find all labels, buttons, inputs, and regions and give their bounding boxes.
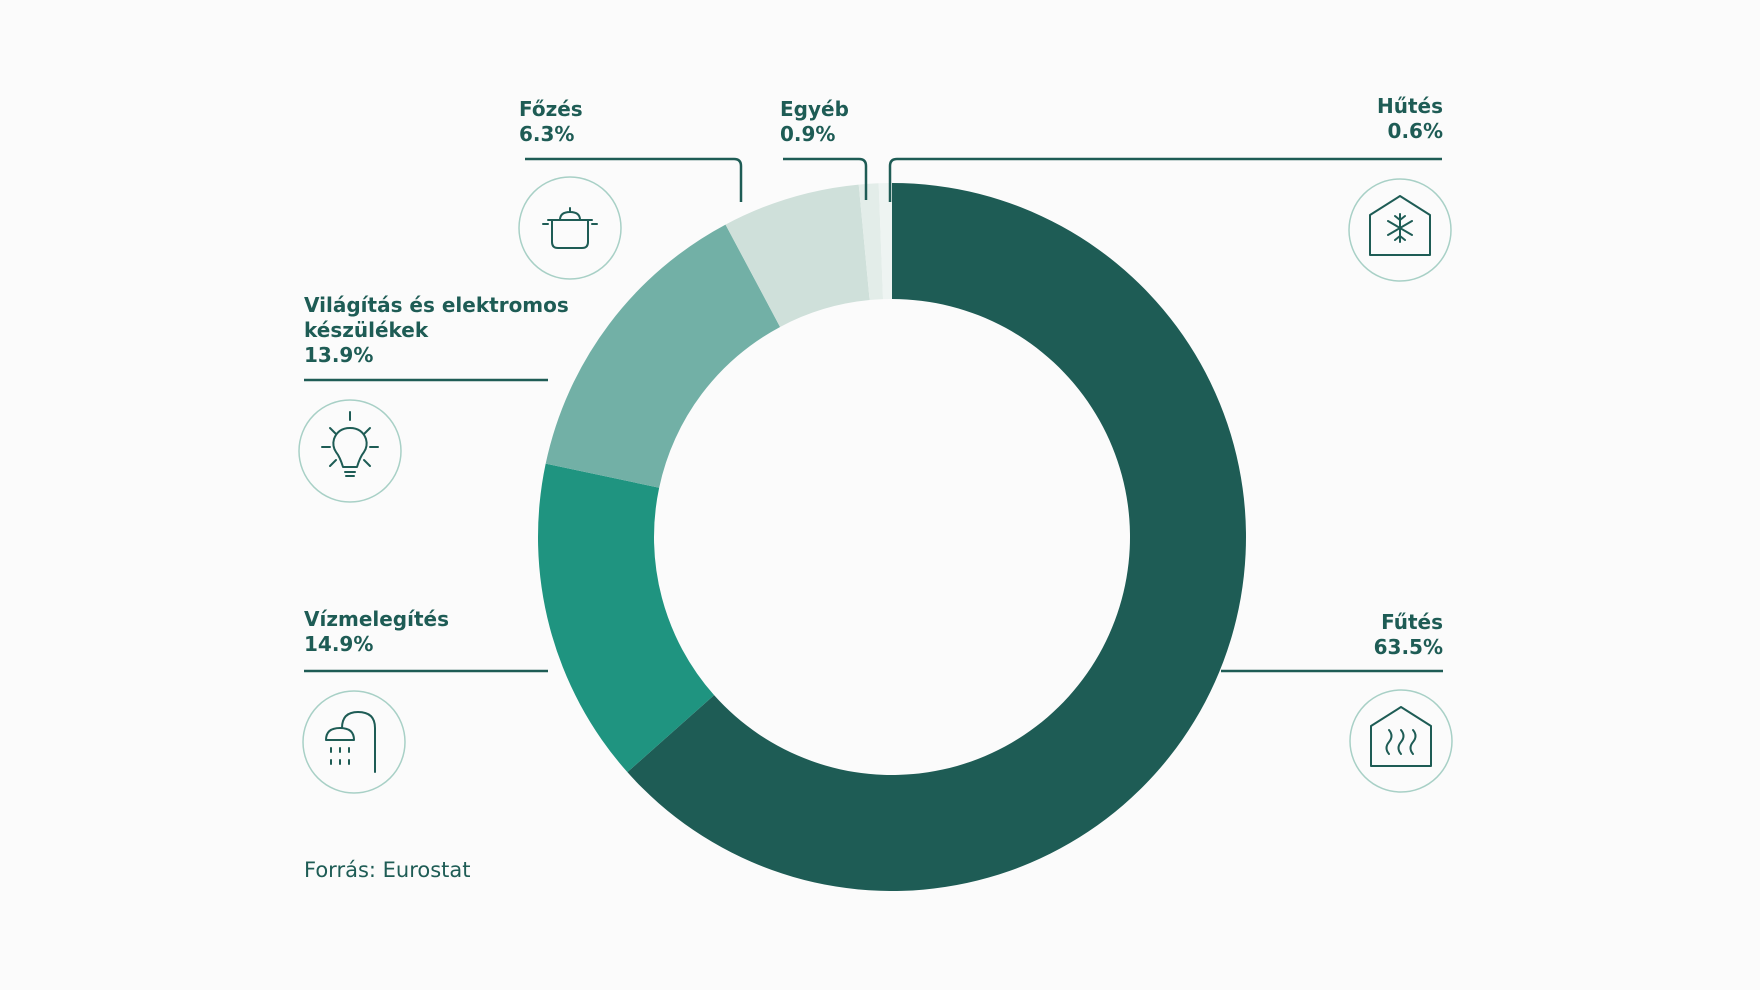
label-value: 0.6%: [1387, 119, 1443, 143]
label-name: Vízmelegítés: [304, 607, 449, 631]
icon-bulb: [298, 399, 402, 503]
label-value: 63.5%: [1373, 635, 1443, 659]
leader-line: [525, 157, 743, 202]
label: Világítás és elektromos készülékek 13.9%: [304, 293, 579, 368]
label: Vízmelegítés 14.9%: [304, 607, 449, 657]
label: Hűtés 0.6%: [1377, 94, 1443, 144]
label-value: 14.9%: [304, 632, 374, 656]
label-value: 13.9%: [304, 343, 374, 367]
label-name: Főzés: [519, 97, 583, 121]
source: Forrás: Eurostat: [304, 858, 471, 882]
donut-segment: [878, 183, 892, 300]
label-name: Egyéb: [780, 97, 849, 121]
donut-segment: [725, 184, 870, 327]
label-name: Fűtés: [1381, 610, 1443, 634]
label: Egyéb 0.9%: [780, 97, 849, 147]
label: Fűtés 63.5%: [1374, 610, 1443, 660]
icon-heat-house: [1349, 689, 1453, 793]
icon-pot: [518, 176, 622, 280]
leader-line: [783, 157, 868, 200]
leader-line: [888, 157, 1442, 202]
donut-segment: [858, 183, 884, 301]
label-value: 6.3%: [519, 122, 575, 146]
donut-segment: [538, 463, 715, 773]
icon-snow-house: [1348, 178, 1452, 282]
donut-segment: [545, 224, 781, 488]
label-value: 0.9%: [780, 122, 836, 146]
donut-segment: [627, 183, 1246, 892]
icon-shower: [302, 690, 406, 794]
label-name: Világítás és elektromos készülékek: [304, 293, 569, 342]
donut: [538, 183, 1246, 892]
label-name: Hűtés: [1376, 94, 1443, 118]
label: Főzés 6.3%: [519, 97, 583, 147]
